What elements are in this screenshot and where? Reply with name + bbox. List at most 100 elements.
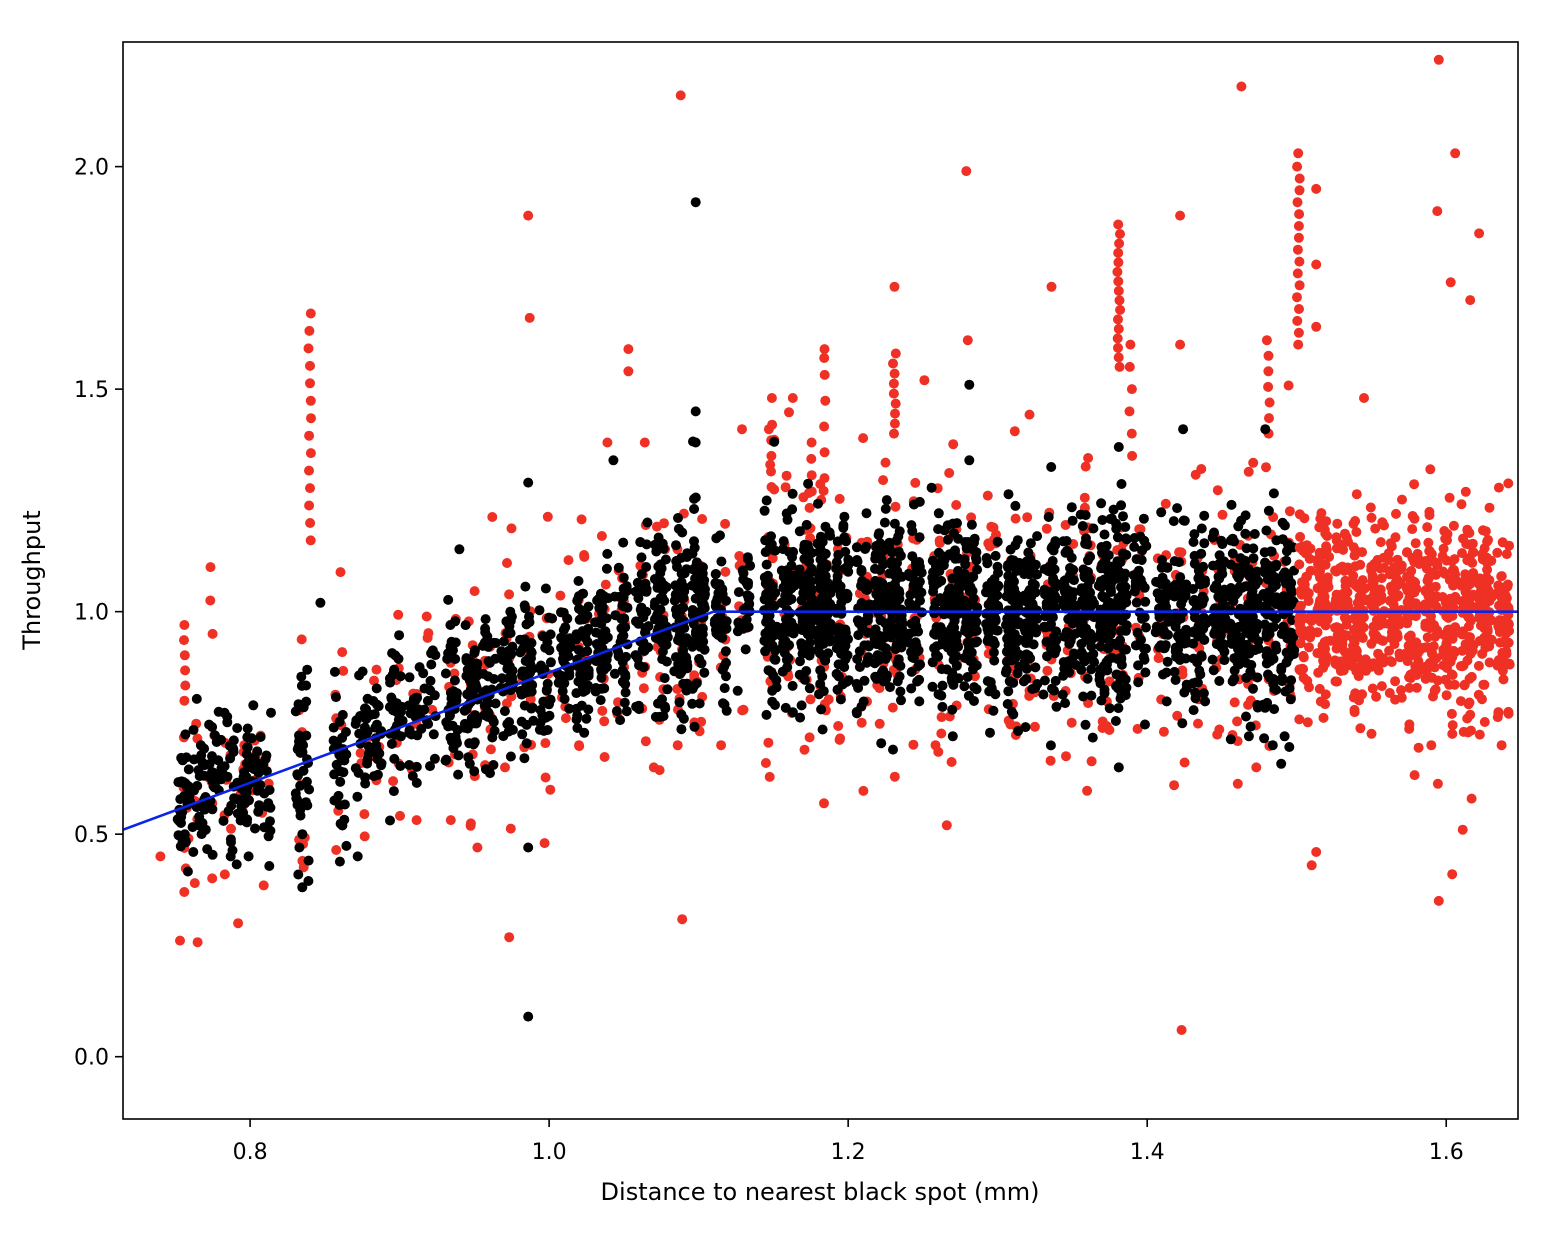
data-point-red [1332,676,1342,687]
data-point-black [1173,578,1184,589]
data-point-red [1384,645,1395,656]
data-point-black [292,799,303,810]
data-point-red [1430,581,1441,592]
data-point-black [191,693,202,704]
data-point-red [1295,531,1306,542]
data-point-black [1269,704,1280,715]
data-point-red [1212,485,1223,496]
data-point-black [225,851,236,862]
data-point-black [1286,587,1297,598]
data-point-red [1042,665,1053,676]
data-point-black [914,532,925,543]
data-point-black [777,626,788,637]
data-point-black [1019,569,1030,580]
data-point-black [794,669,805,680]
data-point-red [1348,542,1359,553]
x-axis: 0.8 1.0 1.2 1.4 1.6 [233,1119,1464,1165]
data-point-black [301,776,312,787]
data-point-black [372,754,383,765]
data-point-black [1263,505,1274,516]
data-point-black [559,678,570,689]
data-point-red [1444,492,1455,503]
data-point-black [1047,683,1057,694]
data-point-black [689,680,700,691]
data-point-red [1410,538,1421,549]
data-point-black [989,655,1000,666]
data-point-red [1066,717,1077,728]
data-point-red [1293,327,1304,338]
data-point-red [819,447,830,458]
data-point-black [448,686,459,697]
data-point-black [769,436,780,447]
data-point-red [1424,510,1435,521]
data-point-black [711,533,722,544]
data-point-red [1115,229,1125,239]
data-point-black [218,815,229,826]
data-point-black [404,672,415,683]
data-point-black [1286,578,1297,588]
data-point-red [207,873,218,884]
data-point-red [1493,482,1504,493]
data-point-black [763,625,774,635]
data-point-black [583,665,594,676]
data-point-red [1397,494,1407,505]
data-point-red [1214,724,1225,735]
data-point-red [1406,566,1417,576]
x-axis-label: Distance to nearest black spot (mm) [601,1178,1040,1206]
data-point-black [770,700,780,710]
data-point-black [1021,674,1032,684]
data-point-black [182,866,193,877]
data-point-black [1066,502,1077,513]
data-point-red [504,589,515,600]
data-point-black [467,672,478,683]
data-point-black [1042,636,1053,647]
data-point-black [697,623,708,634]
data-point-black [1025,538,1036,549]
data-point-black [929,608,940,619]
data-point-black [1260,424,1271,435]
data-point-red [1389,616,1400,627]
data-point-black [741,614,752,625]
data-point-red [889,771,900,782]
data-point-red [359,831,370,842]
data-point-red [1169,780,1180,791]
data-point-red [1465,295,1476,306]
data-point-red [1492,660,1503,671]
data-point-black [255,780,266,790]
data-point-black [1284,742,1295,752]
data-point-red [542,511,553,522]
data-point-black [248,700,259,711]
data-point-black [449,675,460,686]
data-point-black [562,634,573,645]
data-point-black [875,639,886,650]
data-point-red [1457,824,1468,835]
data-point-red [1447,869,1458,880]
data-point-black [578,673,588,684]
data-point-black [677,593,688,604]
data-point-black [499,706,510,717]
data-point-black [662,632,673,643]
data-point-black [502,719,513,730]
data-point-black [674,697,685,708]
data-point-black [1099,529,1110,540]
data-point-red [1375,537,1386,548]
data-point-black [1189,558,1200,569]
data-point-red [304,500,315,511]
data-point-red [1359,393,1369,403]
data-point-black [1062,660,1073,671]
data-point-red [1465,709,1476,720]
data-point-red [1474,729,1485,740]
data-point-red [226,823,236,834]
data-point-red [304,325,315,336]
y-tick-label: 1.5 [74,378,109,403]
data-point-black [188,724,199,735]
data-point-black [930,629,941,640]
data-point-black [352,851,363,862]
data-point-red [1348,634,1359,645]
data-point-red [1425,623,1436,634]
data-point-black [836,608,847,619]
data-point-black [770,545,781,556]
data-point-red [305,378,315,389]
data-point-black [460,620,471,631]
